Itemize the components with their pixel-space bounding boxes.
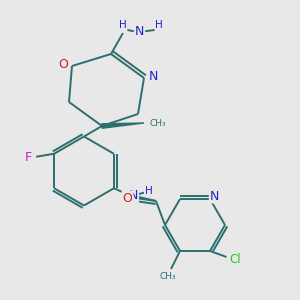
Text: CH₃: CH₃ <box>150 118 166 127</box>
Polygon shape <box>102 123 144 128</box>
Text: H: H <box>155 20 163 31</box>
Text: N: N <box>148 70 158 83</box>
Text: CH₃: CH₃ <box>160 272 176 281</box>
Text: O: O <box>123 191 132 205</box>
Text: N: N <box>129 189 138 202</box>
Text: N: N <box>135 25 144 38</box>
Text: H: H <box>145 186 152 196</box>
Text: Cl: Cl <box>230 253 241 266</box>
Text: F: F <box>25 151 32 164</box>
Text: H: H <box>119 20 127 31</box>
Text: N: N <box>210 190 219 202</box>
Text: O: O <box>58 58 68 71</box>
